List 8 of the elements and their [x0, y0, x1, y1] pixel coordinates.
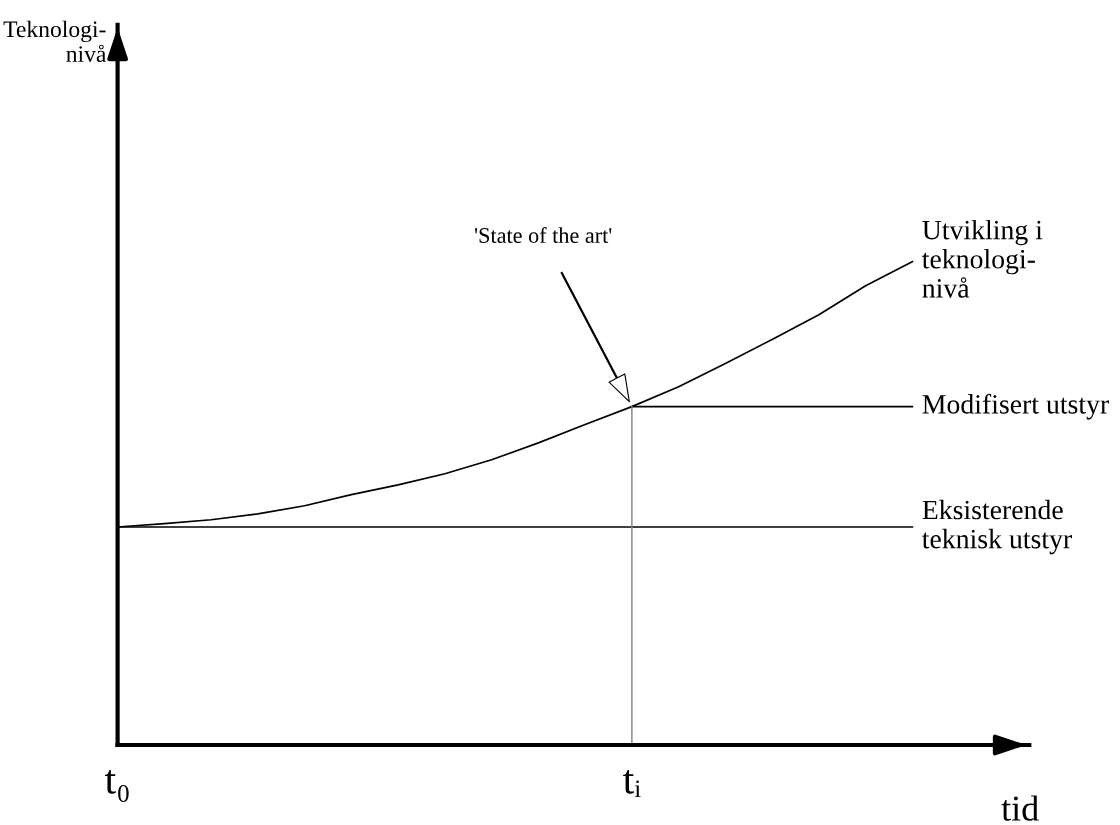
x-tick-label: tᵢ — [623, 769, 641, 798]
x-axis-title: tid — [1001, 795, 1039, 821]
text: Teknologi- nivå — [3, 20, 107, 62]
series-label: Modifisert utstyr — [922, 393, 1109, 420]
x-tick-label: t₀ — [104, 769, 129, 802]
series-label: Utvikling i teknologi- nivå — [922, 219, 1043, 298]
text: 'State of the art' — [475, 227, 612, 243]
series-label: Eksisterende teknisk utstyr — [922, 499, 1072, 555]
